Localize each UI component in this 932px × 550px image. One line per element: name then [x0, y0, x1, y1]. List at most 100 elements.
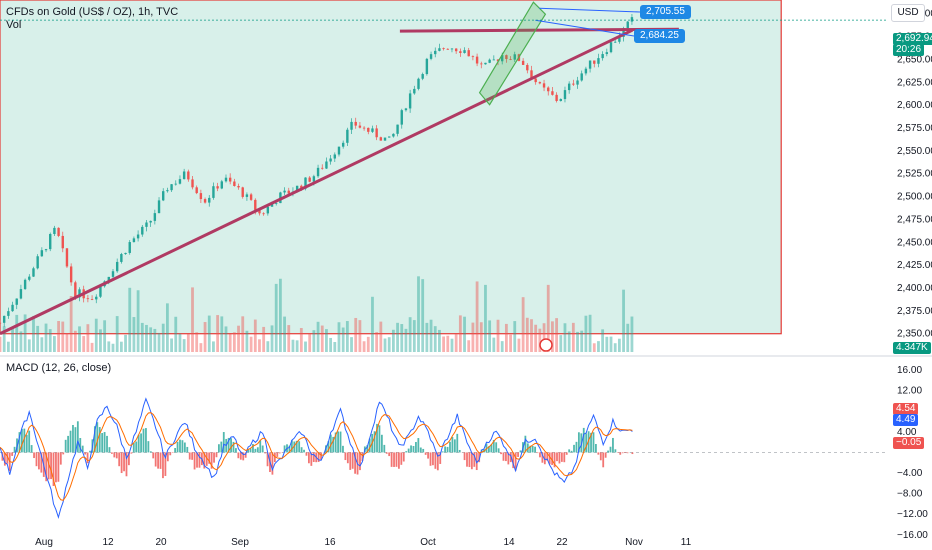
- volume-bar: [500, 341, 504, 352]
- macd-histogram-bar: [38, 452, 40, 470]
- candle-body: [308, 177, 311, 182]
- macd-histogram-bar: [186, 446, 189, 453]
- macd-histogram-bar: [359, 452, 361, 471]
- macd-histogram-bar: [305, 452, 308, 456]
- candle-body: [262, 213, 265, 215]
- volume-bar: [153, 328, 157, 352]
- volume-bar: [0, 336, 2, 352]
- volume-bar: [216, 315, 220, 352]
- volume-bar: [546, 284, 550, 352]
- volume-bar: [429, 319, 433, 352]
- macd-histogram-bar: [98, 427, 101, 453]
- macd-histogram-bar: [560, 452, 563, 462]
- candle-body: [547, 87, 550, 92]
- price-tick-label: 2,425.00: [897, 260, 932, 271]
- volume-bar: [295, 340, 299, 352]
- candle-body: [208, 197, 211, 203]
- candle-body: [501, 55, 504, 62]
- volume-bar: [525, 317, 529, 352]
- volume-bar: [287, 325, 291, 352]
- candle-body: [270, 203, 274, 207]
- candle-body: [245, 194, 249, 197]
- volume-bar: [371, 296, 374, 352]
- volume-bar: [69, 295, 73, 352]
- macd-histogram-bar: [526, 443, 529, 453]
- volume-bars: [0, 276, 634, 352]
- macd-histogram-bar: [415, 441, 417, 453]
- currency-button[interactable]: USD: [891, 4, 925, 22]
- macd-histogram-bar: [419, 447, 422, 453]
- macd-histogram-bar: [64, 439, 67, 453]
- volume-bar: [496, 319, 500, 352]
- macd-histogram-bar: [249, 448, 252, 453]
- macd-histogram-bar: [298, 441, 301, 453]
- time-tick-label: 22: [556, 537, 568, 548]
- macd-histogram-bar: [417, 438, 420, 453]
- macd-histogram-bar: [351, 452, 354, 469]
- support-trendline: [0, 28, 634, 336]
- macd-histogram-bar: [135, 441, 138, 453]
- macd-histogram-bar: [529, 445, 532, 453]
- macd-histogram-bar: [402, 452, 405, 462]
- macd-histogram-bar: [118, 452, 121, 467]
- macd-histogram-bar: [203, 452, 206, 469]
- macd-histogram-bar: [230, 438, 232, 453]
- macd-histogram-bar: [519, 450, 522, 453]
- macd-histogram-bar: [344, 452, 347, 461]
- candle-body: [224, 177, 228, 182]
- candle-body: [421, 74, 424, 79]
- macd-histogram-bar: [548, 452, 551, 465]
- volume-bar: [140, 322, 144, 352]
- macd-histogram-bar: [145, 428, 147, 453]
- macd-histogram-bar: [213, 452, 215, 463]
- candle-body: [23, 279, 27, 290]
- macd-histogram-bar: [354, 452, 357, 474]
- volume-bar: [325, 329, 328, 352]
- macd-histogram-bar: [463, 452, 466, 461]
- macd-histogram-bar: [254, 448, 257, 453]
- volume-bar: [379, 321, 383, 352]
- macd-line: [0, 397, 633, 520]
- candle-body: [362, 127, 366, 129]
- price-channel: [478, 1, 547, 106]
- macd-histogram-bar: [244, 452, 247, 458]
- volume-bar: [588, 314, 592, 352]
- macd-tick-label: −4.00: [897, 468, 923, 479]
- candle-body: [212, 186, 215, 198]
- macd-histogram-bar: [577, 432, 580, 453]
- macd-histogram-bar: [602, 452, 605, 468]
- macd-histogram-bar: [276, 452, 279, 457]
- macd-histogram-bar: [468, 452, 471, 468]
- candle-body: [312, 176, 316, 182]
- volume-bar: [262, 326, 266, 352]
- volume-bar: [178, 333, 182, 352]
- macd-histogram-bar: [378, 425, 381, 453]
- volume-bar: [199, 343, 203, 352]
- candle-body: [258, 209, 261, 214]
- macd-histogram-bar: [125, 452, 128, 477]
- macd-histogram-bar: [310, 452, 313, 466]
- macd-histogram-bar: [55, 452, 57, 483]
- volume-bar: [454, 334, 458, 352]
- candle-body: [329, 158, 332, 162]
- volume-bar: [613, 343, 617, 352]
- macd-histogram-bar: [13, 446, 16, 453]
- volume-bar: [220, 316, 224, 352]
- macd-histogram-bar: [11, 452, 14, 456]
- macd-histogram-bar: [179, 439, 181, 453]
- candle-body: [195, 187, 198, 194]
- volume-bar: [73, 330, 77, 352]
- volume-bar: [530, 319, 533, 352]
- volume-bar: [417, 276, 420, 352]
- macd-histogram-bar: [407, 448, 410, 453]
- macd-histogram-bar: [376, 423, 378, 453]
- macd-tick-label: −8.00: [897, 489, 923, 500]
- volume-bar: [212, 341, 215, 352]
- candle-body: [241, 187, 244, 197]
- candle-body: [417, 78, 420, 89]
- volume-bar: [450, 338, 454, 352]
- volume-bar: [362, 341, 366, 352]
- candle-body: [124, 252, 127, 255]
- macd-histogram-bar: [218, 444, 220, 453]
